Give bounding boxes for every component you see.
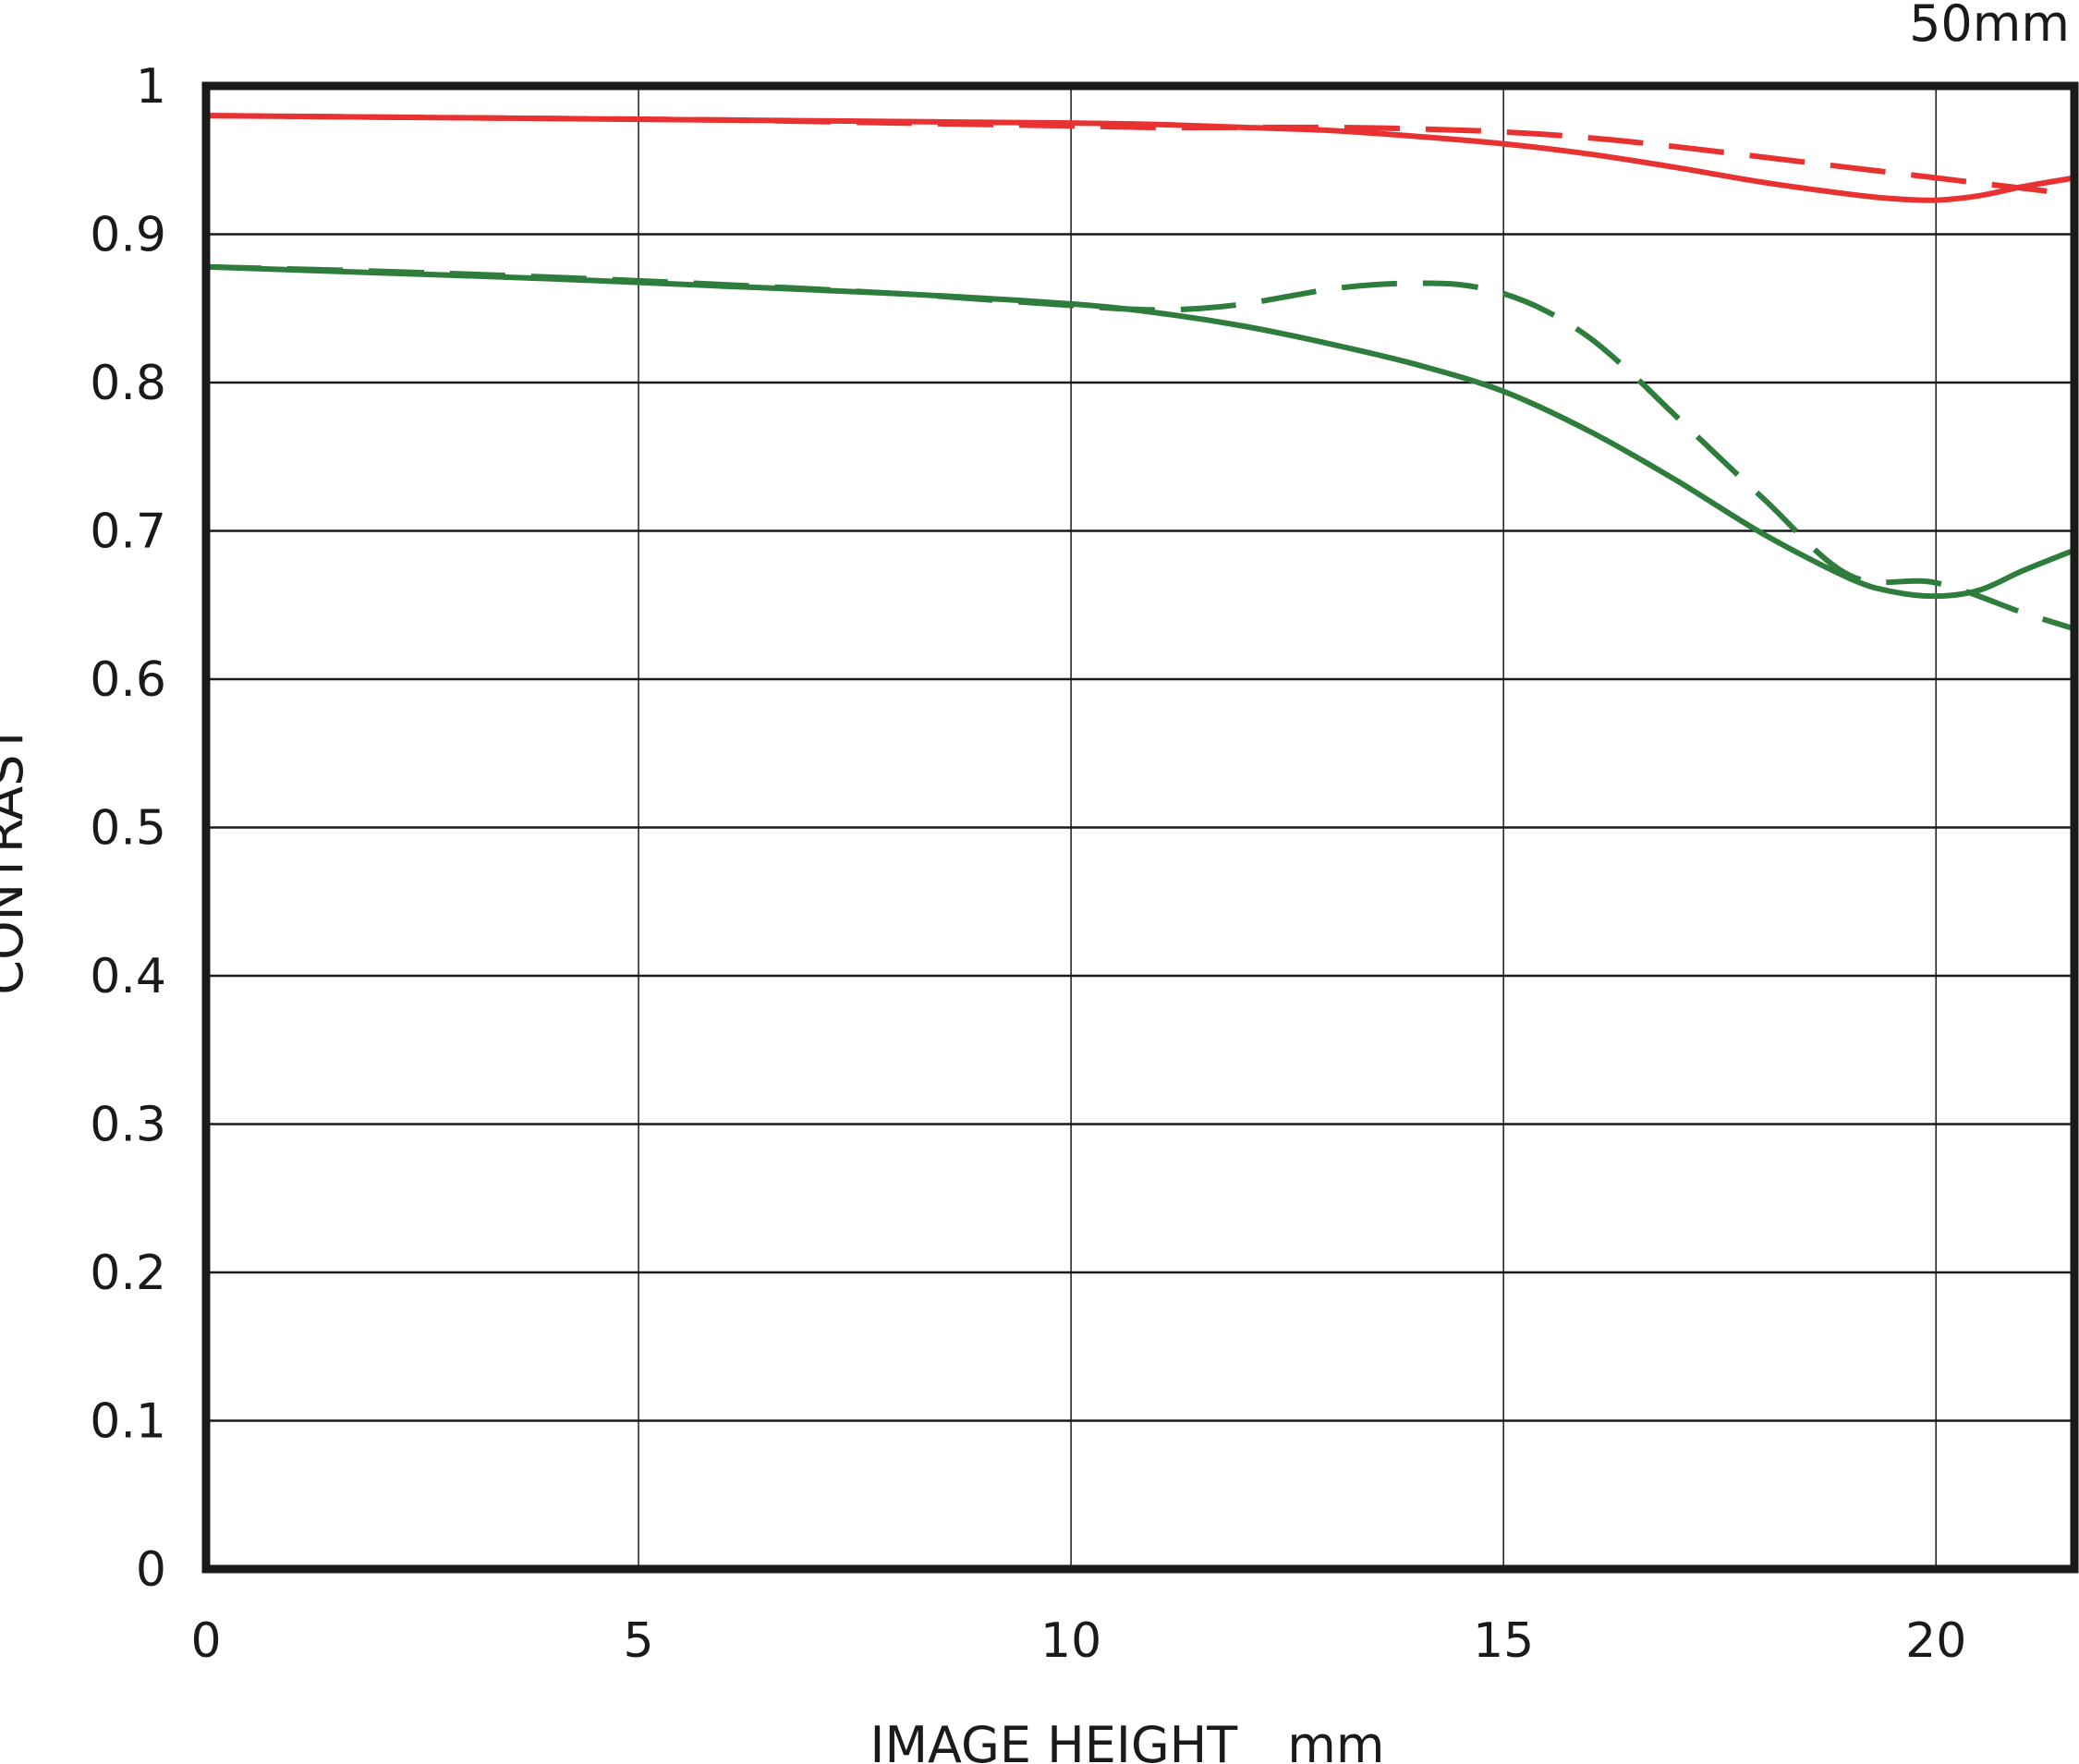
- x-tick-label: 5: [624, 1613, 654, 1669]
- y-tick-label: 0.1: [90, 1394, 166, 1450]
- chart-title: 50mm: [1909, 0, 2070, 53]
- plot-frame: [201, 81, 2079, 1574]
- y-axis-ticks: 0 0.1 0.2 0.3 0.4 0.5 0.6 0.7 0.8 0.9 1: [90, 59, 166, 1598]
- series-line-1: [205, 113, 2075, 198]
- series-line-2: [205, 263, 2076, 600]
- y-tick-label: 0.9: [90, 208, 166, 263]
- y-tick-label: 0.3: [90, 1098, 166, 1153]
- x-tick-label: 20: [1905, 1613, 1966, 1669]
- x-axis-label: IMAGE HEIGHT mm: [870, 1716, 1385, 1764]
- y-tick-label: 0.4: [90, 949, 166, 1004]
- x-tick-label: 15: [1473, 1613, 1534, 1669]
- y-tick-label: 0.7: [90, 505, 166, 560]
- grid: [206, 86, 2074, 1569]
- x-axis-ticks: 0 5 10 15 20: [190, 1613, 1966, 1669]
- y-tick-label: 1: [136, 59, 166, 115]
- y-tick-label: 0.6: [90, 652, 166, 708]
- series-line-3: [205, 263, 2075, 632]
- y-tick-label: 0.5: [90, 801, 166, 857]
- y-tick-label: 0: [136, 1542, 166, 1598]
- y-tick-label: 0.8: [90, 356, 166, 411]
- y-axis-label: CONTRAST: [0, 723, 34, 994]
- y-tick-label: 0.2: [90, 1246, 166, 1301]
- series-layer: [205, 113, 2076, 632]
- x-tick-label: 0: [190, 1613, 221, 1669]
- x-tick-label: 10: [1040, 1613, 1101, 1669]
